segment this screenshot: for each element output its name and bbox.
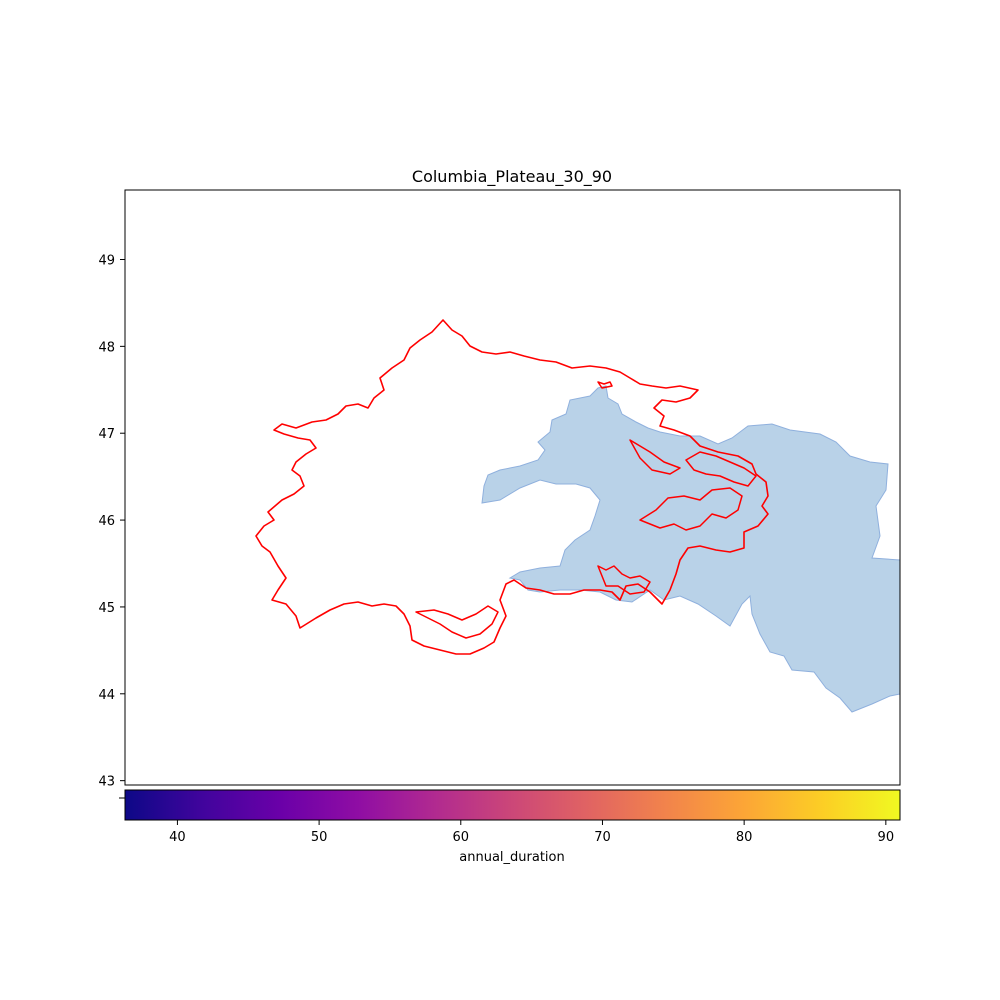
outline-detail xyxy=(415,381,757,639)
y-tick-label: 44 xyxy=(98,688,115,703)
colorbar-tick-label: 80 xyxy=(736,830,753,845)
colorbar-tick-label: 40 xyxy=(169,830,186,845)
colorbar xyxy=(124,789,901,821)
y-tick-label: 46 xyxy=(98,514,115,529)
y-tick-label: 47 xyxy=(98,427,115,442)
y-axis: 43 44 45 46 47 48 49 xyxy=(98,253,125,790)
chart-title: Columbia_Plateau_30_90 xyxy=(412,167,612,187)
colorbar-tick-label: 90 xyxy=(878,830,895,845)
axes-frame xyxy=(124,189,901,786)
colorbar-tick-label: 60 xyxy=(453,830,470,845)
colorbar-tick-label: 50 xyxy=(311,830,328,845)
colorbar-ticks: 40 50 60 70 80 90 xyxy=(169,820,894,845)
colorbar-label: annual_duration xyxy=(459,850,564,865)
map-layers xyxy=(255,319,900,713)
y-tick-label: 48 xyxy=(98,340,115,355)
colorbar-tick-label: 70 xyxy=(594,830,611,845)
y-tick-label: 49 xyxy=(98,253,115,268)
filled-region xyxy=(481,385,900,713)
y-tick-label: 43 xyxy=(98,775,115,790)
y-tick-label: 45 xyxy=(98,601,115,616)
outline-boundary xyxy=(255,319,769,655)
